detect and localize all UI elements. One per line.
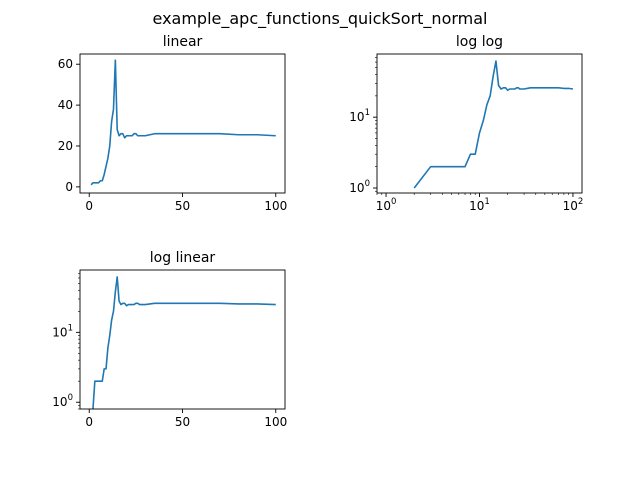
x-tick-label: 50 (175, 199, 190, 213)
y-tick-label: 20 (58, 139, 73, 153)
subplot-linear: linear 0 50 100 0 20 40 60 (58, 34, 288, 213)
y-tick-label: 100 (349, 179, 370, 195)
series-line (92, 276, 276, 409)
x-tick-label: 100 (264, 415, 287, 429)
figure-suptitle: example_apc_functions_quickSort_normal (153, 9, 488, 29)
series-line (90, 59, 276, 186)
y-tick-label: 100 (52, 393, 73, 409)
x-tick-label: 102 (563, 197, 584, 213)
subplot-title: log log (456, 34, 503, 50)
x-tick-label: 0 (85, 415, 93, 429)
x-tick-label: 50 (175, 415, 190, 429)
y-tick-label: 60 (58, 57, 73, 71)
series-line (413, 60, 574, 189)
x-tick-label: 100 (376, 197, 397, 213)
x-tick-label: 100 (264, 199, 287, 213)
y-tick-label: 40 (58, 98, 73, 112)
subplots: linear 0 50 100 0 20 40 60 log log 100 101 102 100 10… (52, 34, 583, 429)
x-tick-label: 0 (85, 199, 93, 213)
subplot-title: log linear (150, 250, 216, 266)
y-tick-label: 101 (349, 108, 370, 124)
x-tick-label: 101 (469, 197, 490, 213)
axes-frame (79, 269, 286, 410)
subplot-title: linear (163, 34, 203, 50)
y-tick-label: 101 (52, 323, 73, 339)
axes-frame (376, 53, 583, 194)
subplot-log-log: log log 100 101 102 100 101 (349, 34, 583, 213)
y-tick-label: 0 (65, 180, 73, 194)
subplot-log-linear: log linear 0 50 100 100 101 (52, 250, 287, 429)
